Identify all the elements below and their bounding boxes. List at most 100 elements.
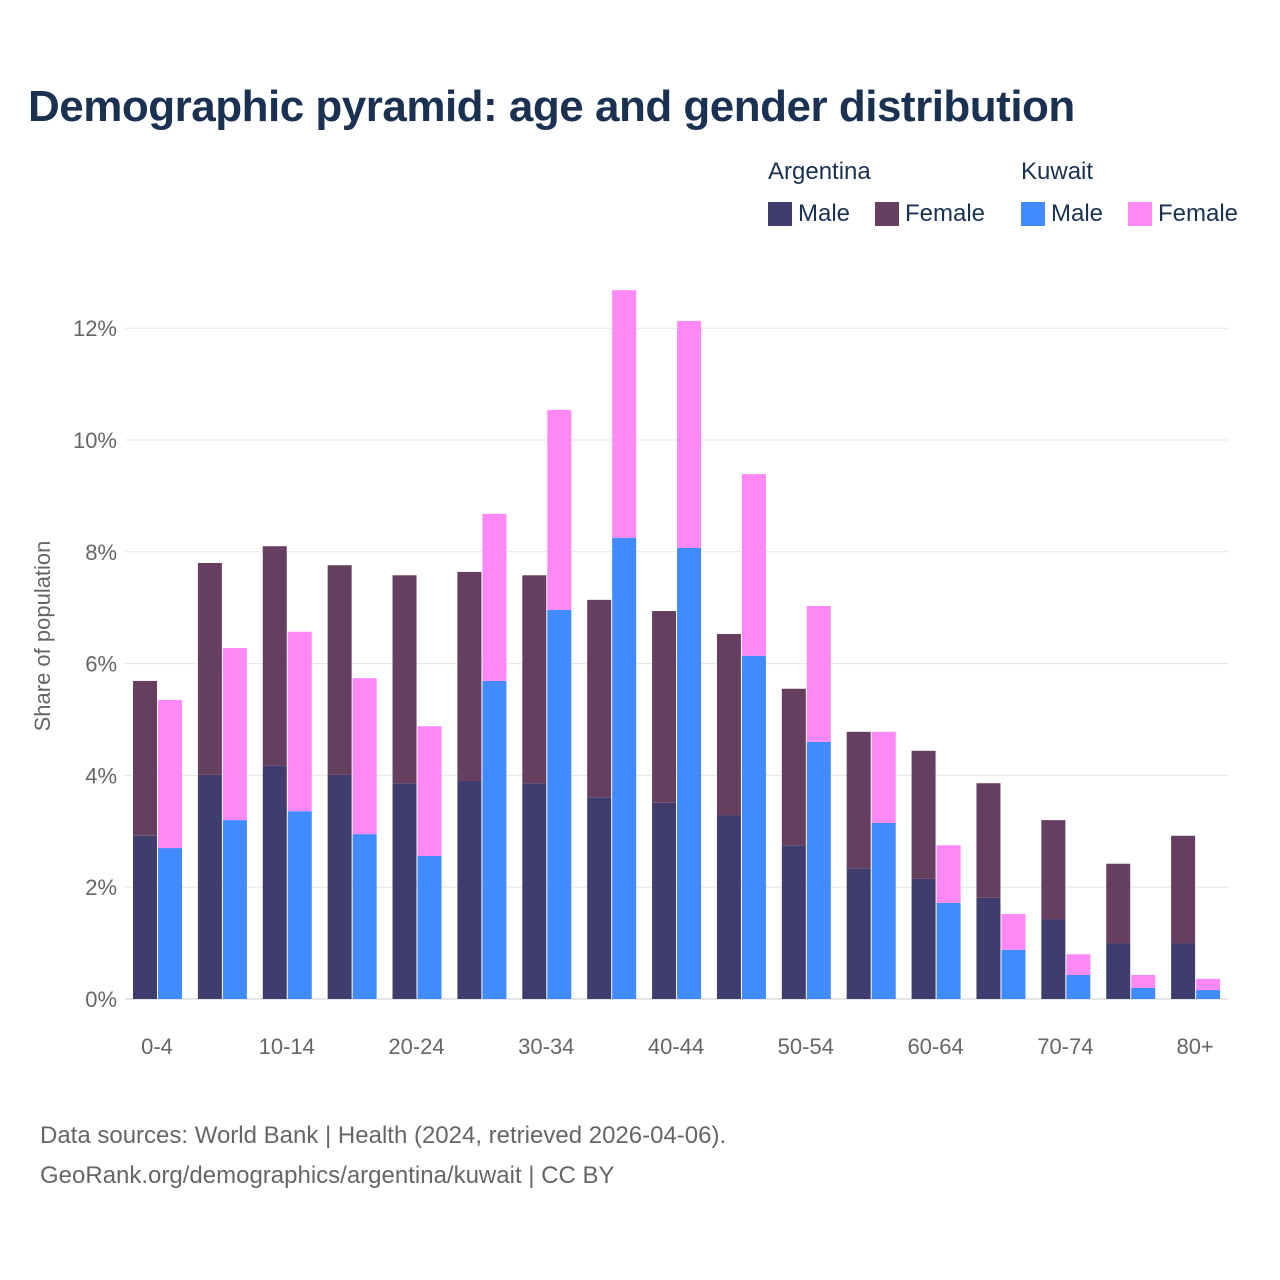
bar-argentina-male — [327, 774, 352, 999]
bar-argentina-female — [457, 571, 482, 781]
legend-country-argentina: Argentina — [768, 158, 871, 185]
bar-argentina-female — [133, 680, 157, 836]
y-tick-label: 8% — [85, 540, 117, 565]
bar-argentina-male — [1041, 919, 1066, 999]
x-tick-label: 60-64 — [907, 1034, 963, 1059]
x-tick-label: 10-14 — [259, 1034, 315, 1059]
source-note: Data sources: World Bank | Health (2024,… — [40, 1116, 726, 1196]
bar-kuwait-female — [677, 320, 702, 548]
bar-argentina-female — [911, 750, 936, 879]
bar-argentina-male — [976, 897, 1001, 999]
bar-kuwait-male — [352, 834, 377, 999]
legend-kuwait-female[interactable]: Female — [1128, 200, 1238, 228]
bar-argentina-female — [1171, 835, 1196, 944]
bar-argentina-male — [716, 815, 741, 999]
legend-swatch — [768, 202, 792, 226]
bar-argentina-female — [716, 633, 741, 816]
bar-argentina-male — [392, 783, 417, 999]
x-tick-label: 80+ — [1176, 1034, 1213, 1059]
bar-kuwait-female — [417, 726, 442, 856]
bar-kuwait-female — [1066, 954, 1091, 975]
legend-argentina-female[interactable]: Female — [875, 200, 985, 228]
bar-argentina-male — [1171, 943, 1196, 999]
legend-swatch — [1128, 202, 1152, 226]
bar-argentina-female — [197, 562, 222, 775]
bar-kuwait-female — [1196, 978, 1221, 991]
legend-swatch — [875, 202, 899, 226]
bar-kuwait-female — [222, 647, 247, 821]
bar-argentina-female — [587, 599, 612, 798]
bar-kuwait-male — [677, 547, 702, 999]
bar-kuwait-male — [547, 609, 572, 999]
bar-kuwait-female — [936, 845, 961, 903]
bar-argentina-male — [262, 765, 287, 999]
y-tick-label: 0% — [85, 987, 117, 1012]
plot-area: Share of population 0% 2% 4% 6% 8% 10% 12% 0-4 1… — [30, 290, 1228, 1059]
source-line-2[interactable]: GeoRank.org/demographics/argentina/kuwai… — [40, 1162, 615, 1189]
legend-argentina-male[interactable]: Male — [768, 200, 850, 228]
bar-kuwait-male — [806, 741, 831, 999]
source-line-1: Data sources: World Bank | Health (2024,… — [40, 1122, 727, 1149]
bar-argentina-female — [327, 565, 352, 775]
bar-kuwait-female — [352, 678, 377, 835]
bar-kuwait-female — [547, 409, 572, 610]
bar-argentina-male — [133, 835, 157, 999]
bar-kuwait-female — [741, 474, 766, 656]
y-tick-label: 12% — [73, 316, 117, 341]
bar-kuwait-female — [158, 699, 182, 849]
x-tick-label: 20-24 — [388, 1034, 444, 1059]
legend-country-kuwait: Kuwait — [1021, 158, 1094, 185]
bar-kuwait-male — [482, 680, 507, 999]
x-tick-label: 30-34 — [518, 1034, 574, 1059]
legend-label: Male — [1051, 200, 1104, 227]
bar-kuwait-male — [1001, 949, 1026, 999]
bar-argentina-male — [197, 774, 222, 999]
bar-argentina-male — [781, 845, 806, 999]
bar-kuwait-male — [1066, 974, 1091, 999]
bar-kuwait-female — [806, 606, 831, 742]
bar-argentina-female — [1106, 863, 1131, 944]
bar-argentina-male — [587, 797, 612, 999]
bar-argentina-male — [652, 802, 677, 999]
bar-argentina-male — [846, 868, 871, 999]
bar-kuwait-male — [158, 848, 182, 999]
legend-swatch — [1021, 202, 1045, 226]
y-axis-label: Share of population — [30, 541, 55, 732]
bar-kuwait-female — [612, 290, 637, 538]
x-tick-label: 70-74 — [1037, 1034, 1093, 1059]
bar-kuwait-female — [287, 631, 312, 812]
bar-kuwait-female — [1001, 914, 1026, 950]
y-tick-label: 2% — [85, 875, 117, 900]
y-tick-label: 6% — [85, 652, 117, 677]
bar-kuwait-female — [871, 731, 896, 823]
legend-label: Female — [1158, 200, 1239, 227]
y-tick-label: 10% — [73, 428, 117, 453]
chart-title: Demographic pyramid: age and gender dist… — [28, 82, 1075, 131]
bar-kuwait-female — [482, 513, 507, 681]
bar-kuwait-male — [871, 822, 896, 999]
bar-kuwait-male — [222, 820, 247, 999]
bar-kuwait-male — [741, 655, 766, 999]
bar-argentina-female — [652, 611, 677, 803]
bar-argentina-female — [781, 688, 806, 846]
bar-kuwait-male — [1196, 990, 1221, 999]
legend-label: Female — [905, 200, 986, 227]
bar-kuwait-male — [287, 811, 312, 999]
x-tick-label: 0-4 — [141, 1034, 173, 1059]
legend-kuwait-male[interactable]: Male — [1021, 200, 1103, 228]
bar-kuwait-male — [417, 855, 442, 999]
bar-argentina-male — [911, 878, 936, 999]
y-tick-label: 4% — [85, 763, 117, 788]
bar-argentina-female — [846, 731, 871, 869]
legend-label: Male — [798, 200, 851, 227]
bar-argentina-female — [976, 783, 1001, 898]
bar-kuwait-male — [1131, 987, 1156, 999]
x-tick-label: 40-44 — [648, 1034, 704, 1059]
bar-argentina-male — [457, 780, 482, 999]
x-tick-label: 50-54 — [778, 1034, 834, 1059]
bar-argentina-male — [522, 783, 547, 999]
bar-argentina-female — [392, 575, 417, 784]
bar-argentina-male — [1106, 943, 1131, 999]
bar-argentina-female — [522, 575, 547, 784]
